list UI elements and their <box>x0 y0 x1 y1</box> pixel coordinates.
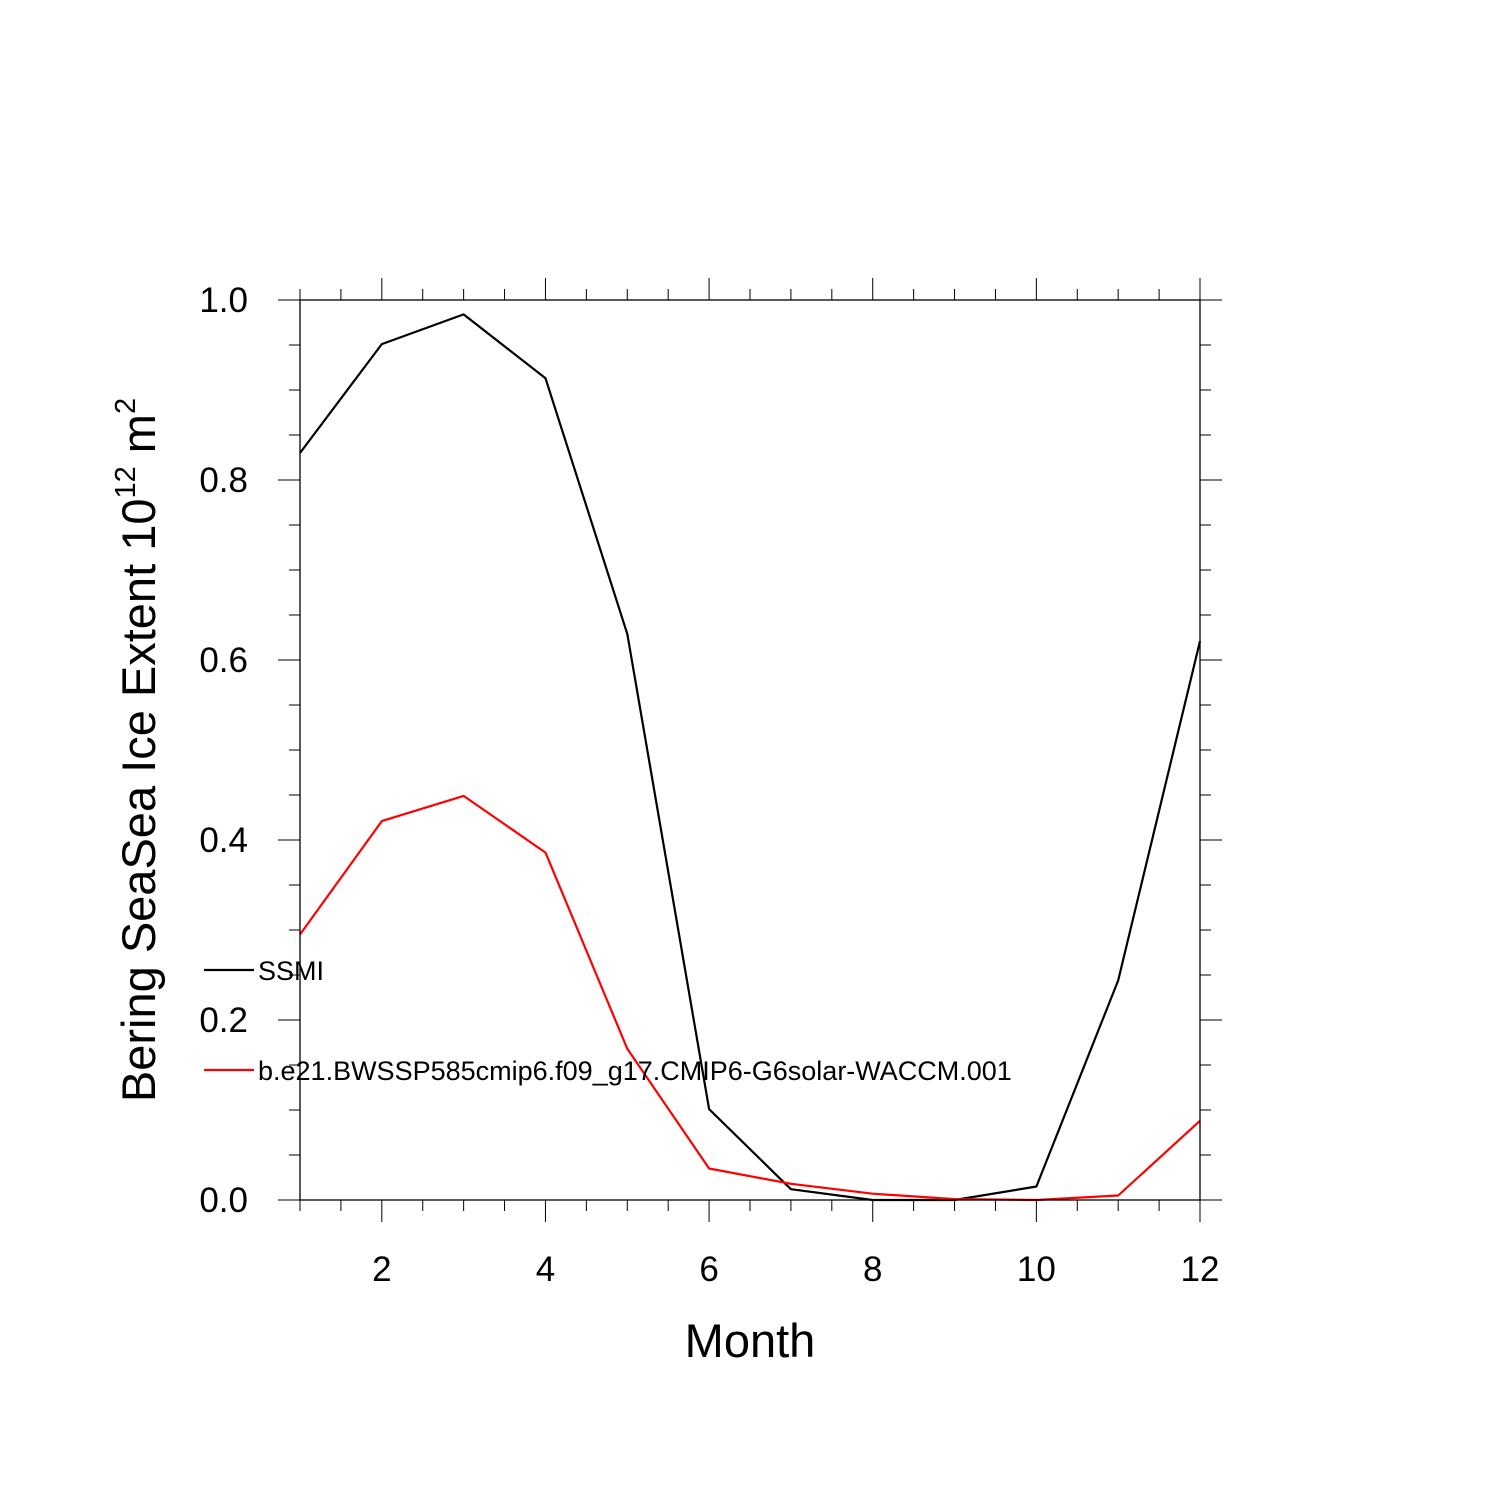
series-line-1 <box>299 313 1202 1202</box>
y-tick-label: 0.6 <box>199 641 248 680</box>
ticks-layer <box>278 278 1222 1222</box>
y-tick-label: 1.0 <box>199 281 248 320</box>
x-tick-label: 8 <box>863 1250 882 1289</box>
y-axis-title-sup1: 12 <box>110 466 142 498</box>
y-tick-label: 0.2 <box>199 1001 248 1040</box>
plot-frame <box>299 299 1201 1201</box>
x-tick-label: 12 <box>1181 1250 1220 1289</box>
x-tick-label: 4 <box>536 1250 555 1289</box>
y-axis-title: Bering SeaSea Ice Extent 1012 m2 <box>110 398 165 1102</box>
legend-label-2: b.e21.BWSSP585cmip6.f09_g17.CMIP6-G6sola… <box>258 1056 1012 1086</box>
legend-legend: SSMI b.e21.BWSSP585cmip6.f09_g17.CMIP6-G6… <box>204 956 1012 1086</box>
y-axis-title-sup2: 2 <box>110 398 142 414</box>
x-axis-title: Month <box>685 1314 816 1367</box>
y-tick-label: 0.4 <box>199 821 248 860</box>
x-tick-label: 6 <box>699 1250 718 1289</box>
y-tick-label: 0.8 <box>199 461 248 500</box>
labels-layer: 2 4 6 8 10 12 0.0 0.2 0.4 0.6 0.8 1.0 <box>199 281 1219 1289</box>
x-tick-label: 10 <box>1017 1250 1056 1289</box>
legend-label-1: SSMI <box>258 956 324 986</box>
x-tick-label: 2 <box>372 1250 391 1289</box>
y-axis-title-text: Bering SeaSea Ice Extent 10 <box>112 499 165 1103</box>
y-tick-label: 0.0 <box>199 1181 248 1220</box>
series-layer <box>299 313 1202 1202</box>
series-line-2 <box>299 794 1201 1202</box>
y-axis-title-unit: m <box>112 414 165 466</box>
